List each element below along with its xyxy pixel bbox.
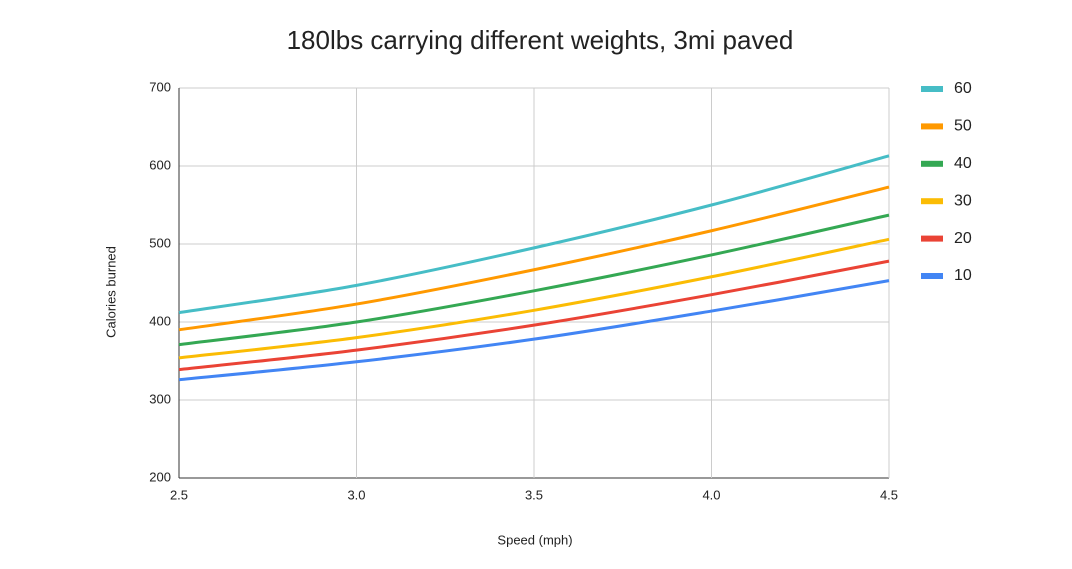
legend-label: 30 [954,192,972,209]
y-tick-label: 200 [149,469,171,484]
y-tick-label: 300 [149,391,171,406]
legend-swatch [921,160,943,167]
legend-label: 20 [954,230,972,247]
series-line [178,279,890,382]
y-tick-label: 400 [149,313,171,328]
x-tick-label: 3.5 [525,487,543,502]
series-line [178,185,890,332]
legend-label: 50 [954,118,972,135]
x-tick-label: 3.0 [347,487,365,502]
y-axis-label: Calories burned [103,246,118,338]
x-axis-label: Speed (mph) [497,532,572,547]
y-tick-label: 600 [149,157,171,172]
legend-label: 40 [954,155,972,172]
y-tick-label: 700 [149,79,171,94]
legend-swatch [921,198,943,205]
x-tick-label: 2.5 [170,487,188,502]
chart-title: 180lbs carrying different weights, 3mi p… [287,25,794,55]
legend-swatch [921,235,943,242]
x-tick-label: 4.5 [880,487,898,502]
series-line [178,213,890,347]
legend-label: 60 [954,80,972,97]
legend-swatch [921,86,943,92]
series-line [178,237,890,360]
series-line [178,154,890,315]
legend-swatch [921,273,943,279]
x-tick-label: 4.0 [702,487,720,502]
legend-label: 10 [954,267,972,284]
legend-swatch [921,123,943,130]
y-tick-label: 500 [149,235,171,250]
series-line [178,259,890,372]
